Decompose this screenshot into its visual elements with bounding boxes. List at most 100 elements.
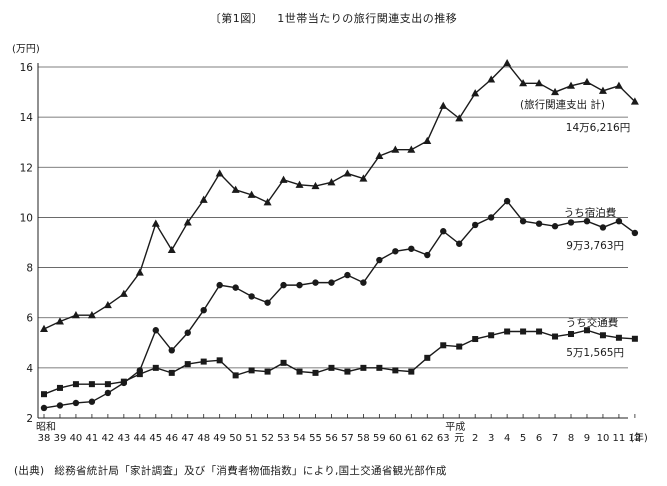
- point-transport-元: [456, 343, 463, 350]
- point-total-54: [295, 180, 304, 188]
- point-lodging-57: [344, 271, 351, 279]
- point-total-57: [343, 169, 352, 177]
- point-transport-10: [599, 332, 606, 339]
- y-axis-unit: (万円): [12, 44, 40, 55]
- point-lodging-62: [424, 251, 431, 259]
- x-tick-label: 46: [165, 433, 178, 444]
- figure-number: 〔第1図〕: [209, 12, 264, 25]
- x-tick-label: 50: [229, 433, 242, 444]
- point-lodging-63: [440, 228, 447, 235]
- point-lodging-48: [200, 306, 207, 314]
- point-transport-59: [376, 364, 383, 371]
- point-transport-55: [312, 369, 319, 376]
- point-lodging-61: [408, 245, 415, 252]
- series-label-total: (旅行関連支出 計): [520, 98, 605, 111]
- point-transport-62: [424, 354, 431, 361]
- x-tick-label: 43: [117, 433, 130, 444]
- point-transport-61: [408, 368, 415, 375]
- point-lodging-56: [328, 279, 335, 286]
- point-total-55: [311, 181, 320, 190]
- point-lodging-60: [392, 248, 399, 255]
- x-tick-label: 53: [277, 433, 290, 444]
- point-lodging-11: [615, 217, 623, 225]
- point-transport-39: [56, 384, 63, 391]
- point-lodging-46: [168, 347, 175, 354]
- x-tick-label: 8: [568, 433, 574, 444]
- point-total-7: [551, 87, 560, 96]
- era-label-heisei: 平成: [445, 421, 465, 433]
- point-lodging-12: [631, 229, 639, 237]
- point-lodging-52: [264, 299, 271, 306]
- x-tick-label: 61: [405, 433, 418, 444]
- y-tick-label: 14: [20, 112, 34, 124]
- y-tick-label: 4: [26, 363, 33, 375]
- x-tick-label: 57: [341, 433, 354, 444]
- point-total-4: [503, 59, 512, 67]
- y-tick-label: 16: [20, 62, 34, 74]
- point-lodging-59: [376, 256, 383, 264]
- y-tick-label: 12: [20, 162, 33, 174]
- point-total-61: [407, 145, 416, 153]
- point-transport-43: [120, 378, 127, 385]
- point-lodging-元: [456, 240, 463, 247]
- x-tick-label: 58: [357, 433, 370, 444]
- x-tick-label: 11: [613, 433, 626, 444]
- point-transport-3: [488, 332, 495, 339]
- point-total-5: [519, 79, 528, 87]
- point-lodging-7: [551, 223, 559, 230]
- x-tick-label: 49: [213, 433, 226, 444]
- x-tick-label: 7: [552, 433, 558, 444]
- point-lodging-8: [567, 219, 575, 226]
- point-lodging-39: [56, 402, 64, 409]
- end-label-lodging: 9万3,763円: [566, 240, 624, 252]
- point-total-62: [423, 136, 432, 144]
- point-total-3: [487, 75, 496, 83]
- point-lodging-10: [599, 224, 607, 231]
- point-total-60: [391, 145, 400, 153]
- point-total-40: [71, 311, 80, 319]
- point-transport-49: [216, 357, 223, 364]
- point-lodging-49: [216, 281, 223, 289]
- point-total-42: [103, 300, 112, 309]
- point-total-52: [263, 198, 272, 206]
- point-total-48: [199, 195, 208, 203]
- x-tick-label: 10: [597, 433, 610, 444]
- x-tick-label: 62: [421, 433, 434, 444]
- x-tick-label: 59: [373, 433, 386, 444]
- point-total-10: [598, 86, 607, 94]
- point-transport-11: [615, 334, 622, 341]
- point-total-49: [215, 169, 224, 177]
- point-transport-46: [168, 369, 175, 376]
- point-transport-57: [344, 368, 351, 375]
- point-transport-38: [41, 391, 47, 398]
- point-total-53: [279, 175, 288, 183]
- point-transport-48: [200, 358, 207, 365]
- point-total-46: [167, 245, 176, 254]
- point-lodging-4: [503, 197, 511, 205]
- x-tick-label: 6: [536, 433, 542, 444]
- series-line-total: [43, 62, 636, 330]
- point-lodging-51: [248, 293, 255, 300]
- point-total-39: [55, 317, 64, 325]
- x-tick-label: 51: [245, 433, 258, 444]
- point-total-63: [439, 101, 448, 109]
- point-transport-60: [392, 367, 399, 374]
- y-tick-label: 6: [26, 313, 33, 325]
- point-total-45: [151, 219, 160, 227]
- point-transport-7: [552, 333, 559, 340]
- point-total-43: [119, 289, 128, 297]
- point-lodging-3: [487, 214, 495, 221]
- series-label-transport: うち交通費: [566, 316, 619, 329]
- y-tick-label: 2: [26, 413, 33, 425]
- end-label-total: 14万6,216円: [566, 122, 630, 134]
- x-tick-label: 47: [181, 433, 194, 444]
- point-transport-52: [264, 368, 271, 375]
- x-tick-label: 39: [54, 433, 67, 444]
- point-total-2: [471, 89, 480, 97]
- x-axis-unit: (年): [630, 431, 648, 444]
- point-transport-44: [136, 371, 143, 378]
- point-transport-5: [520, 328, 527, 335]
- series-label-lodging: うち宿泊費: [564, 206, 617, 219]
- figure-title: 〔第1図〕 1世帯当たりの旅行関連支出の推移: [0, 10, 667, 26]
